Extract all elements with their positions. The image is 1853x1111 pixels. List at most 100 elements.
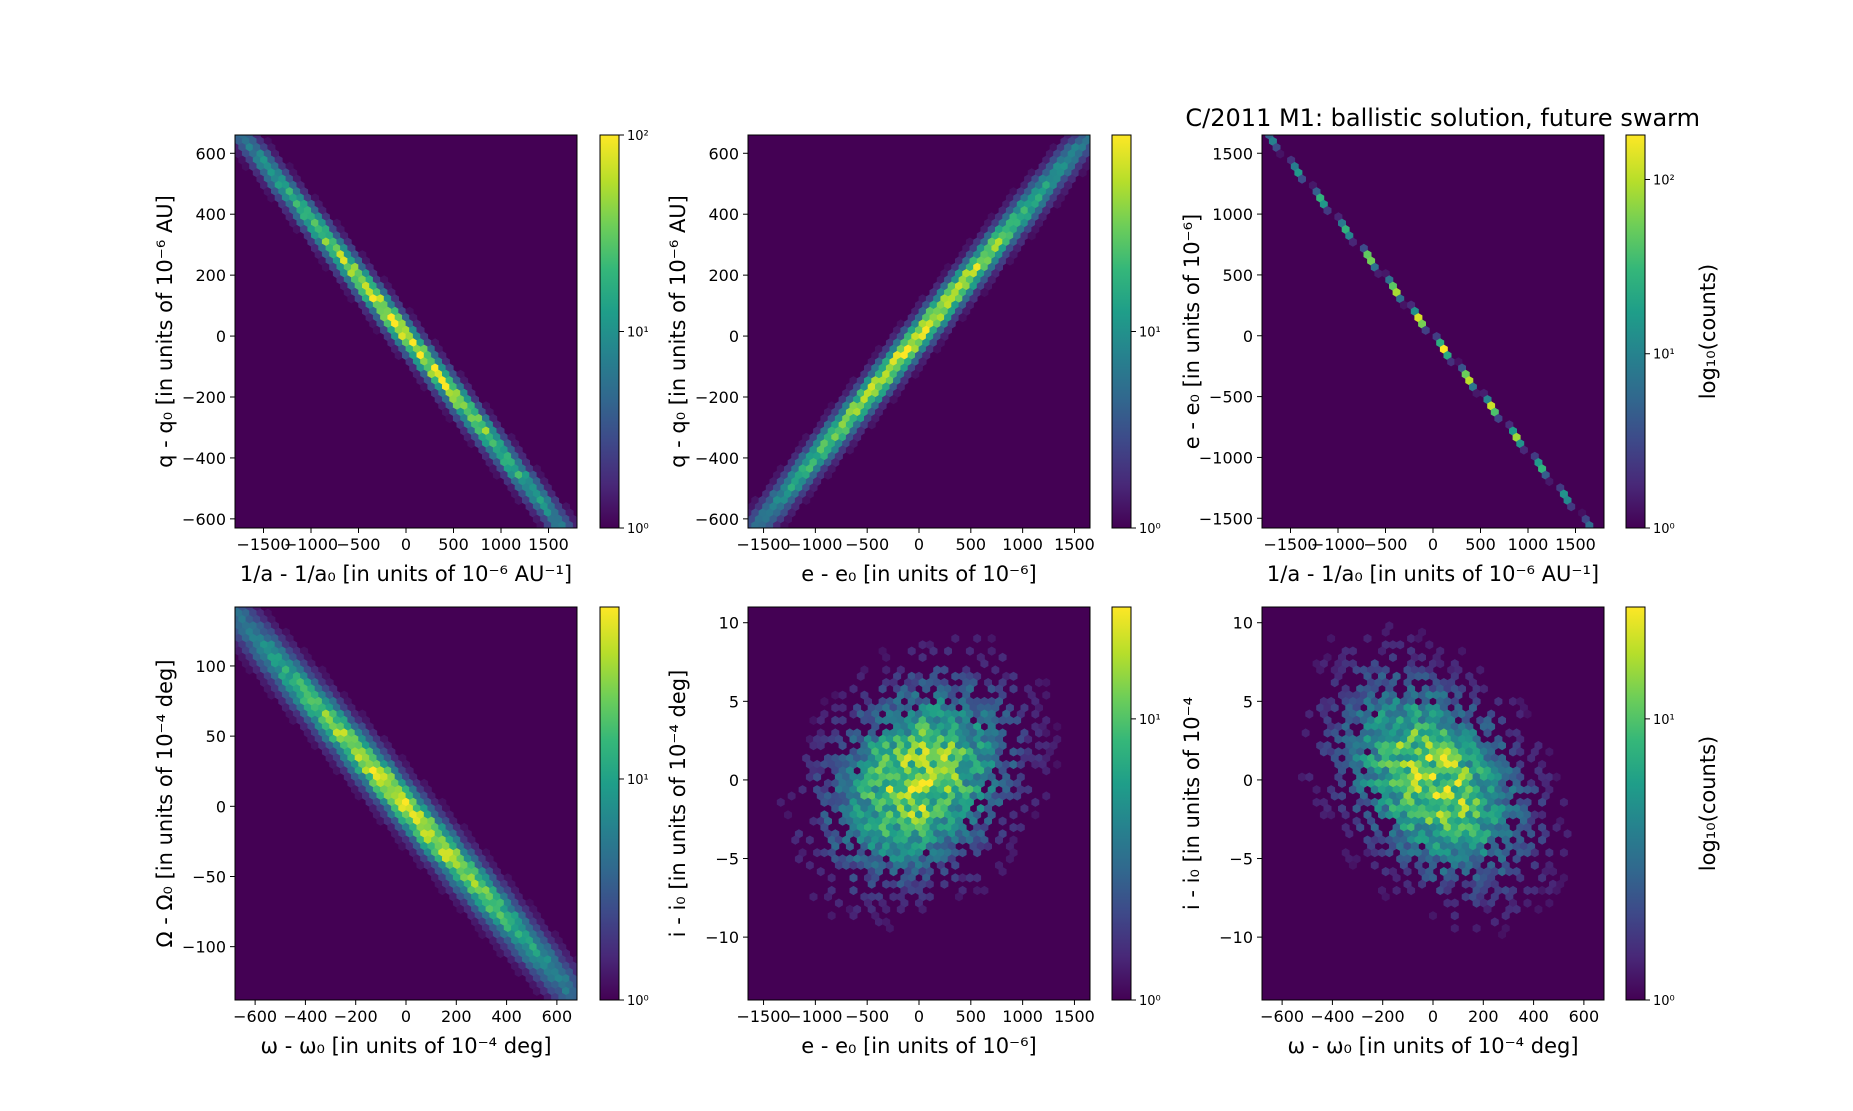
- hexbin-cell: [860, 841, 869, 851]
- hexbin-cell: [1042, 678, 1051, 688]
- hexbin-cell: [1290, 161, 1299, 172]
- hexbin-cell: [907, 646, 916, 656]
- hexbin-cell: [1042, 741, 1051, 751]
- hexbin-cell: [849, 413, 858, 424]
- hexbin-cell: [1429, 835, 1437, 845]
- hexbin-cell: [1534, 766, 1543, 776]
- hexbin-cell: [1461, 804, 1470, 814]
- hexbin-cell: [813, 785, 822, 795]
- hexbin-cell: [420, 841, 429, 851]
- hexbin-cell: [980, 734, 989, 744]
- hexbin-cell: [973, 759, 982, 770]
- hexbin-cell: [1389, 804, 1397, 814]
- hexbin-cell: [1516, 696, 1525, 707]
- hexbin-cell: [980, 759, 989, 770]
- hexbin-cell: [944, 709, 952, 719]
- hexbin-cell: [1035, 753, 1043, 763]
- hexbin-cell: [969, 766, 978, 776]
- hexbin-cell: [1276, 149, 1285, 159]
- hexbin-cell: [1341, 224, 1350, 235]
- hexbin-cell: [1527, 778, 1536, 788]
- hexbin-cell: [762, 502, 771, 512]
- hexbin-cell: [351, 734, 359, 744]
- hexbin-cell: [332, 256, 341, 266]
- hexbin-cell: [1494, 822, 1503, 833]
- hexbin-cell: [449, 854, 458, 864]
- hexbin-cell: [1407, 885, 1416, 896]
- hexbin-cell: [1334, 671, 1343, 681]
- hexbin-cell: [911, 319, 920, 329]
- hexbin-cell: [1009, 684, 1018, 694]
- hexbin-cell: [780, 495, 789, 505]
- hexbin-cell: [1436, 785, 1445, 795]
- hexbin-cell: [820, 759, 829, 770]
- hexbin-cell: [1458, 785, 1466, 795]
- hexbin-cell: [1356, 709, 1365, 719]
- hexbin-cell: [1381, 269, 1390, 279]
- hexbin-cell: [1323, 703, 1332, 713]
- hexbin-cell: [784, 810, 792, 820]
- hexbin-cell: [889, 728, 898, 738]
- hexbin-cell: [896, 778, 905, 788]
- hexbin-cell: [1414, 671, 1423, 681]
- hexbin-cell: [292, 696, 301, 707]
- hexbin-cell: [1060, 136, 1069, 146]
- hexbin-cell: [1403, 665, 1412, 675]
- hexbin-cell: [805, 451, 814, 461]
- hexbin-cell: [860, 715, 869, 725]
- hexbin-cell: [332, 269, 341, 279]
- hexbin-cell: [496, 936, 505, 946]
- hexbin-cell: [944, 262, 952, 272]
- hexbin-cell: [998, 231, 1007, 241]
- hexbin-cell: [984, 766, 992, 776]
- hexbin-cell: [1330, 678, 1339, 688]
- hexbin-cell: [911, 306, 920, 316]
- hexbin-cell: [303, 665, 312, 675]
- hexbin-cell: [1443, 696, 1452, 707]
- hexbin-cell: [958, 759, 967, 770]
- hexbin-cell: [1049, 741, 1058, 751]
- hexbin-cell: [1049, 155, 1058, 165]
- hexbin-cell: [1505, 728, 1514, 738]
- hexbin-cell: [1038, 759, 1047, 770]
- hexbin-cell: [911, 854, 920, 864]
- hexbin-cell: [856, 709, 865, 719]
- x-axis-label: 1/a - 1/a₀ [in units of 10⁻⁶ AU⁻¹]: [240, 562, 572, 586]
- hexbin-cell: [998, 243, 1007, 253]
- hexbin-cell: [900, 759, 909, 770]
- hexbin-cell: [816, 445, 825, 455]
- hexbin-cell: [434, 841, 443, 851]
- hexbin-cell: [936, 797, 945, 807]
- hexbin-cell: [780, 470, 789, 480]
- hexbin-cell: [358, 722, 367, 732]
- hexbin-cell: [867, 395, 876, 405]
- hexbin-cell: [263, 608, 272, 618]
- hexbin-cell: [1356, 684, 1365, 694]
- hexbin-cell: [860, 753, 869, 763]
- hexbin-cell: [1356, 772, 1365, 782]
- hexbin-cell: [529, 980, 538, 990]
- hexbin-cell: [1013, 243, 1022, 253]
- hexbin-cell: [1389, 741, 1397, 751]
- hexbin-cell: [1031, 810, 1040, 820]
- hexbin-cell: [540, 489, 549, 499]
- hexbin-cell: [958, 835, 967, 845]
- hexbin-cell: [1378, 772, 1386, 782]
- hexbin-cell: [875, 791, 883, 801]
- hexbin-cell: [911, 741, 920, 751]
- hexbin-cell: [380, 759, 389, 770]
- hexbin-cell: [1429, 659, 1437, 669]
- hexbin-cell: [1490, 841, 1499, 851]
- hexbin-cell: [1439, 766, 1448, 776]
- hexbin-cell: [449, 395, 458, 405]
- hexbin-cell: [329, 747, 338, 757]
- hexbin-cell: [1410, 652, 1419, 662]
- hexbin-cell: [929, 287, 938, 298]
- hexbin-cell: [900, 873, 909, 883]
- hexbin-cell: [354, 741, 363, 751]
- hexbin-cell: [522, 917, 530, 927]
- hexbin-cell: [1479, 722, 1488, 732]
- hexbin-cell: [1483, 778, 1492, 788]
- x-tick-label: −1000: [788, 1007, 842, 1026]
- hexbin-cell: [1483, 728, 1492, 738]
